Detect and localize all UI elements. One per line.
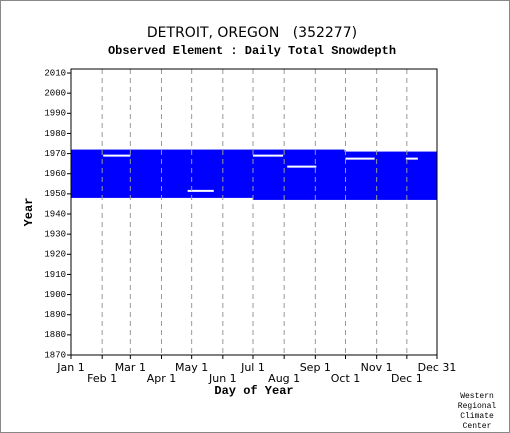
y-tick-label: 1930 <box>44 230 66 240</box>
chart-subtitle: Observed Element : Daily Total Snowdepth <box>108 44 396 58</box>
coverage-block <box>71 149 253 198</box>
x-tick-label: Oct 1 <box>331 372 361 385</box>
y-tick-label: 1970 <box>44 149 66 159</box>
x-tick-label: Jul 1 <box>240 361 265 374</box>
credit: Center <box>463 422 492 431</box>
y-tick-label: 1920 <box>44 250 66 260</box>
y-tick-label: 1990 <box>44 109 66 119</box>
credit: Regional <box>458 402 497 411</box>
x-tick-label: Dec 1 <box>391 372 423 385</box>
x-axis-label: Day of Year <box>214 384 293 398</box>
y-tick-label: 1950 <box>44 189 66 199</box>
y-tick-label: 1980 <box>44 129 66 139</box>
y-tick-label: 1910 <box>44 270 66 280</box>
y-tick-label: 2010 <box>44 68 66 78</box>
x-tick-label: May 1 <box>175 361 208 374</box>
y-tick-label: 1960 <box>44 169 66 179</box>
coverage-block <box>252 149 345 200</box>
x-tick-label: Mar 1 <box>115 361 146 374</box>
x-tick-label: Nov 1 <box>361 361 393 374</box>
y-tick-label: 1900 <box>44 290 66 300</box>
y-tick-label: 1890 <box>44 310 66 320</box>
x-tick-label: Dec 31 <box>418 361 457 374</box>
x-tick-label: Jun 1 <box>208 372 237 385</box>
x-tick-label: Feb 1 <box>87 372 117 385</box>
x-tick-label: Apr 1 <box>147 372 177 385</box>
y-tick-label: 1880 <box>44 330 66 340</box>
y-tick-label: 2000 <box>44 89 66 99</box>
chart-title: DETROIT, OREGON (352277) <box>147 25 357 41</box>
credit: Western <box>460 392 494 401</box>
x-tick-label: Aug 1 <box>268 372 300 385</box>
x-tick-label: Sep 1 <box>300 361 331 374</box>
x-tick-label: Jan 1 <box>56 361 84 374</box>
coverage-block <box>344 151 437 200</box>
y-axis-label: Year <box>22 198 36 227</box>
y-tick-label: 1870 <box>44 350 66 360</box>
plot-border <box>70 68 438 356</box>
credit: Climate <box>460 412 494 421</box>
y-tick-label: 1940 <box>44 209 66 219</box>
